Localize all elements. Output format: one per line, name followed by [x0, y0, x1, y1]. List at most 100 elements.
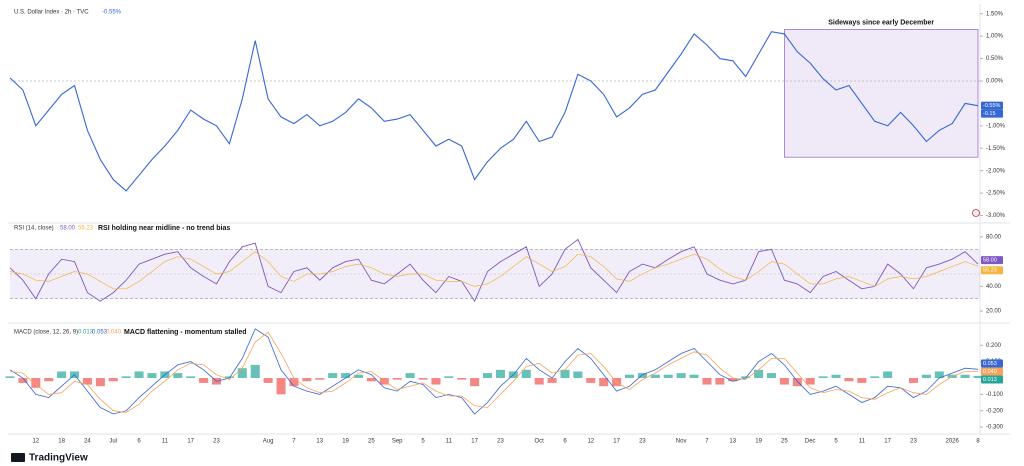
x-tick-label: 2026 [946, 439, 960, 445]
flag-icon [972, 209, 980, 217]
header-value: 0.040 [106, 330, 122, 336]
x-tick-label: 13 [316, 439, 323, 445]
histogram-bar [366, 378, 376, 382]
histogram-bar [147, 373, 157, 378]
histogram-bar [250, 364, 260, 378]
histogram-bar [483, 373, 493, 378]
y-tick-label: 0.00% [986, 79, 1004, 85]
histogram-bar [766, 373, 777, 378]
x-tick-label: 11 [446, 439, 453, 445]
histogram-bar [663, 374, 673, 378]
logo-icon [11, 453, 25, 462]
x-tick-label: 11 [859, 439, 866, 445]
x-tick-label: 23 [497, 439, 504, 445]
x-tick-label: Sep [392, 439, 403, 445]
price-tag-label: 0.040 [983, 369, 997, 375]
price-tag-label: 56.23 [983, 268, 997, 274]
histogram-bar [754, 369, 764, 378]
x-tick-label: 12 [587, 439, 594, 445]
x-tick-label: 23 [910, 439, 917, 445]
histogram-bar [973, 375, 983, 378]
histogram-bar [328, 373, 338, 378]
y-tick-label: -3.00% [986, 213, 1006, 219]
histogram-bar [792, 378, 802, 387]
price-tag-label: -0.55% [983, 103, 1001, 109]
x-tick-label: 23 [639, 439, 646, 445]
histogram-bar [173, 373, 183, 378]
x-tick-label: 12 [32, 439, 39, 445]
histogram-bar [831, 374, 841, 378]
histogram-bar [31, 378, 41, 388]
price-tag [981, 266, 1003, 275]
histogram-bar [108, 378, 118, 382]
line [9, 331, 978, 413]
histogram-bar [418, 378, 428, 380]
line [9, 238, 979, 303]
x-tick-label: 25 [781, 439, 788, 445]
y-tick-label: 0.200 [986, 343, 1002, 349]
price-tag [981, 101, 1003, 110]
x-tick-label: 19 [755, 439, 762, 445]
histogram-bar [276, 378, 286, 395]
x-tick-label: 7 [292, 439, 296, 445]
y-tick-label: -0.300 [986, 425, 1004, 431]
x-tick-label: 5 [421, 439, 425, 445]
histogram-bar [689, 374, 699, 378]
x-tick-label: 13 [729, 439, 736, 445]
line [9, 251, 979, 290]
histogram-bar [134, 371, 144, 378]
y-tick-label: 0.50% [986, 56, 1004, 62]
price-tag [981, 256, 1003, 265]
y-tick-label: -0.200 [986, 408, 1004, 414]
x-tick-label: 17 [884, 439, 891, 445]
y-tick-label: 1.50% [986, 11, 1004, 17]
header-change: -0.55% [102, 10, 122, 16]
histogram-bar [650, 374, 660, 378]
histogram-bar [676, 373, 686, 378]
histogram-bar [457, 378, 467, 380]
x-tick-label: Jul [109, 439, 117, 445]
histogram-bar [121, 376, 131, 378]
y-tick-label: -2.00% [986, 168, 1006, 174]
pane-title: U.S. Dollar Index · 2h · TVC [14, 10, 89, 16]
y-tick-label: -1.00% [986, 123, 1006, 129]
histogram-bar [199, 378, 209, 383]
histogram-bar [921, 374, 931, 378]
change-tag-label: -0.15 [983, 111, 996, 117]
header-value: 0.013 [78, 330, 94, 336]
histogram-bar [960, 374, 970, 378]
logo: TradingView [11, 453, 88, 464]
histogram-bar [702, 378, 712, 385]
histogram-bar [302, 378, 312, 382]
highlight-box [784, 29, 979, 158]
brand-text: TradingView [29, 453, 88, 464]
annotation: RSI holding near midline - no trend bias [98, 225, 230, 232]
line [9, 31, 979, 192]
y-tick-label: -0.100 [986, 392, 1004, 398]
histogram-bar [715, 378, 725, 385]
histogram-bar [289, 378, 299, 387]
x-tick-label: 5 [834, 439, 838, 445]
annotation: Sideways since early December [828, 19, 934, 26]
x-tick-label: 11 [162, 439, 169, 445]
x-tick-label: 17 [613, 439, 620, 445]
histogram-bar [870, 376, 880, 378]
price-tag [981, 367, 1003, 376]
histogram-bar [186, 376, 196, 378]
pane-title: RSI (14, close) [14, 226, 54, 232]
histogram-bar [82, 378, 92, 385]
line [9, 328, 979, 415]
histogram-bar [625, 374, 635, 378]
header-value: 0.053 [92, 330, 108, 336]
histogram-bar [612, 378, 622, 387]
x-tick-label: 17 [471, 439, 478, 445]
histogram-bar [5, 376, 15, 378]
histogram-bar [95, 378, 105, 387]
pane-title: MACD (close, 12, 26, 9) [14, 330, 78, 336]
price-tag [981, 375, 1003, 384]
x-tick-label: 23 [213, 439, 220, 445]
histogram-bar [224, 376, 234, 378]
histogram-bar [57, 371, 67, 378]
